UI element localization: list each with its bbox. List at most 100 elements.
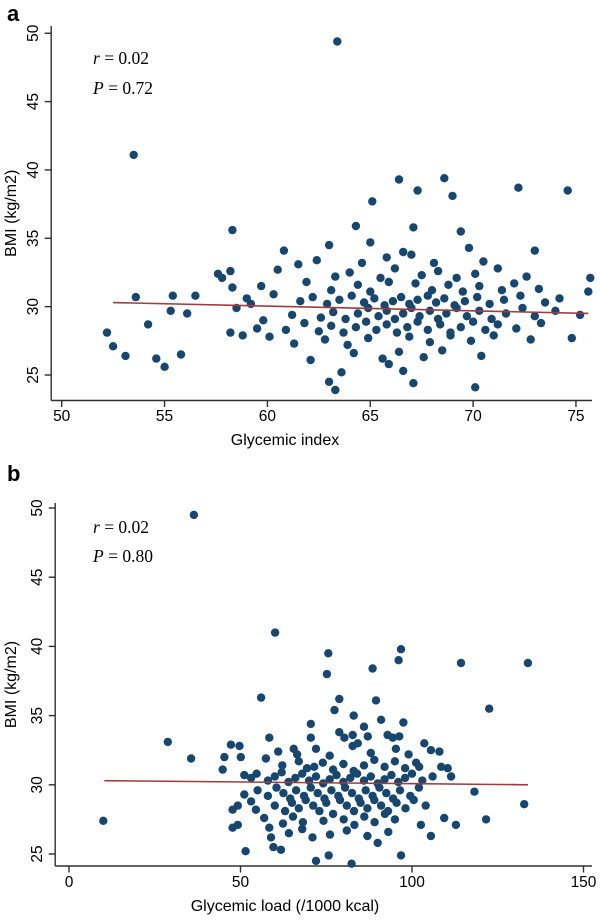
- scatter-point: [360, 812, 369, 821]
- scatter-chart-b: 0 50 100 150 25 30 35 40 45 50 Glycemic load (/100…: [3, 499, 597, 915]
- scatter-point: [324, 649, 333, 658]
- scatter-point: [233, 801, 242, 810]
- scatter-point: [400, 764, 410, 773]
- scatter-point: [363, 804, 372, 813]
- scatter-point: [426, 746, 436, 755]
- scatter-point: [314, 327, 323, 336]
- scatter-point: [316, 313, 326, 322]
- panel-b-label: b: [7, 461, 21, 486]
- scatter-point: [540, 298, 550, 307]
- scatter-point: [409, 379, 418, 388]
- scatter-point: [426, 831, 436, 841]
- scatter-point: [481, 815, 491, 824]
- scatter-point: [417, 271, 426, 280]
- scatter-point: [296, 297, 305, 306]
- scatter-point: [252, 324, 262, 333]
- y-tick-label: 35: [29, 707, 46, 724]
- y-tick-label: 45: [25, 93, 42, 110]
- y-tick-label: 25: [25, 366, 42, 383]
- x-tick-label: 55: [156, 408, 173, 425]
- scatter-point: [403, 323, 412, 332]
- scatter-point: [131, 292, 140, 302]
- scatter-point: [431, 298, 441, 307]
- scatter-point: [392, 798, 401, 807]
- x-tick-label: 65: [362, 408, 379, 425]
- scatter-point: [339, 815, 348, 824]
- p-annotation: P = 0.72: [92, 78, 153, 98]
- scatter-point: [306, 719, 315, 729]
- scatter-point: [458, 287, 467, 296]
- scatter-point: [347, 291, 356, 300]
- scatter-point: [366, 287, 375, 296]
- scatter-point: [270, 628, 280, 637]
- scatter-point: [325, 830, 335, 839]
- scatter-point: [352, 769, 362, 778]
- scatter-point: [471, 383, 480, 392]
- scatter-point: [394, 656, 403, 665]
- scatter-point: [516, 291, 525, 300]
- scatter-chart-a: 50 55 60 65 70 75 25 30 35 40 45 50 Glycemic index BM…: [3, 24, 595, 449]
- scatter-point: [391, 744, 401, 753]
- scatter-point: [183, 309, 192, 318]
- scatter-point: [260, 813, 269, 823]
- scatter-point: [310, 762, 319, 771]
- scatter-point: [335, 295, 344, 304]
- scatter-point: [277, 768, 286, 777]
- scatter-point: [438, 346, 447, 355]
- scatter-point: [370, 795, 379, 805]
- scatter-point: [407, 303, 416, 313]
- scatter-point: [487, 314, 496, 324]
- scatter-point: [536, 318, 546, 328]
- scatter-point: [448, 191, 457, 201]
- scatter-point: [313, 788, 322, 798]
- scatter-point: [382, 253, 391, 262]
- scatter-point: [291, 786, 301, 795]
- y-axis-title: BMI (kg/m2): [3, 641, 20, 728]
- scatter-point: [349, 806, 359, 816]
- scatter-point: [351, 221, 361, 231]
- scatter-point: [359, 761, 369, 770]
- scatter-point: [357, 258, 367, 268]
- scatter-point: [399, 718, 408, 727]
- scatter-point: [470, 787, 479, 796]
- scatter-point: [425, 338, 435, 347]
- scatter-point: [259, 316, 268, 325]
- scatter-point: [396, 851, 406, 860]
- scatter-point: [456, 323, 465, 332]
- scatter-point: [306, 783, 315, 792]
- scatter-point: [440, 174, 449, 183]
- scatter-point: [298, 824, 307, 834]
- scatter-point: [302, 277, 311, 287]
- y-axis-title: BMI (kg/m2): [3, 170, 20, 257]
- scatter-point: [279, 788, 288, 798]
- scatter-point: [306, 355, 315, 365]
- scatter-point: [530, 246, 539, 255]
- scatter-point: [251, 805, 261, 814]
- scatter-point: [586, 273, 595, 283]
- scatter-point: [372, 325, 381, 335]
- scatter-point: [429, 258, 439, 268]
- scatter-point: [342, 801, 351, 810]
- scatter-point: [400, 773, 410, 783]
- scatter-point: [414, 783, 424, 792]
- scatter-point: [121, 351, 130, 361]
- scatter-point: [327, 286, 336, 295]
- scatter-point: [405, 332, 414, 341]
- scatter-point: [189, 510, 199, 520]
- scatter-point: [301, 795, 310, 805]
- scatter-point: [409, 795, 418, 805]
- scatter-panel-a: 50 55 60 65 70 75 25 30 35 40 45 50 Glycemic index BM…: [0, 0, 600, 460]
- scatter-point: [423, 325, 432, 335]
- scatter-point: [413, 186, 422, 195]
- scatter-point: [269, 290, 278, 299]
- scatter-point: [353, 280, 363, 289]
- scatter-point: [452, 273, 461, 283]
- scatter-point: [493, 320, 502, 329]
- scatter-point: [396, 645, 406, 654]
- scatter-point: [294, 757, 303, 766]
- scatter-point: [270, 801, 279, 810]
- x-axis-title: Glycemic load (/1000 kcal): [191, 898, 380, 915]
- scatter-point: [220, 752, 229, 762]
- scatter-point: [349, 711, 358, 720]
- scatter-point: [375, 783, 384, 792]
